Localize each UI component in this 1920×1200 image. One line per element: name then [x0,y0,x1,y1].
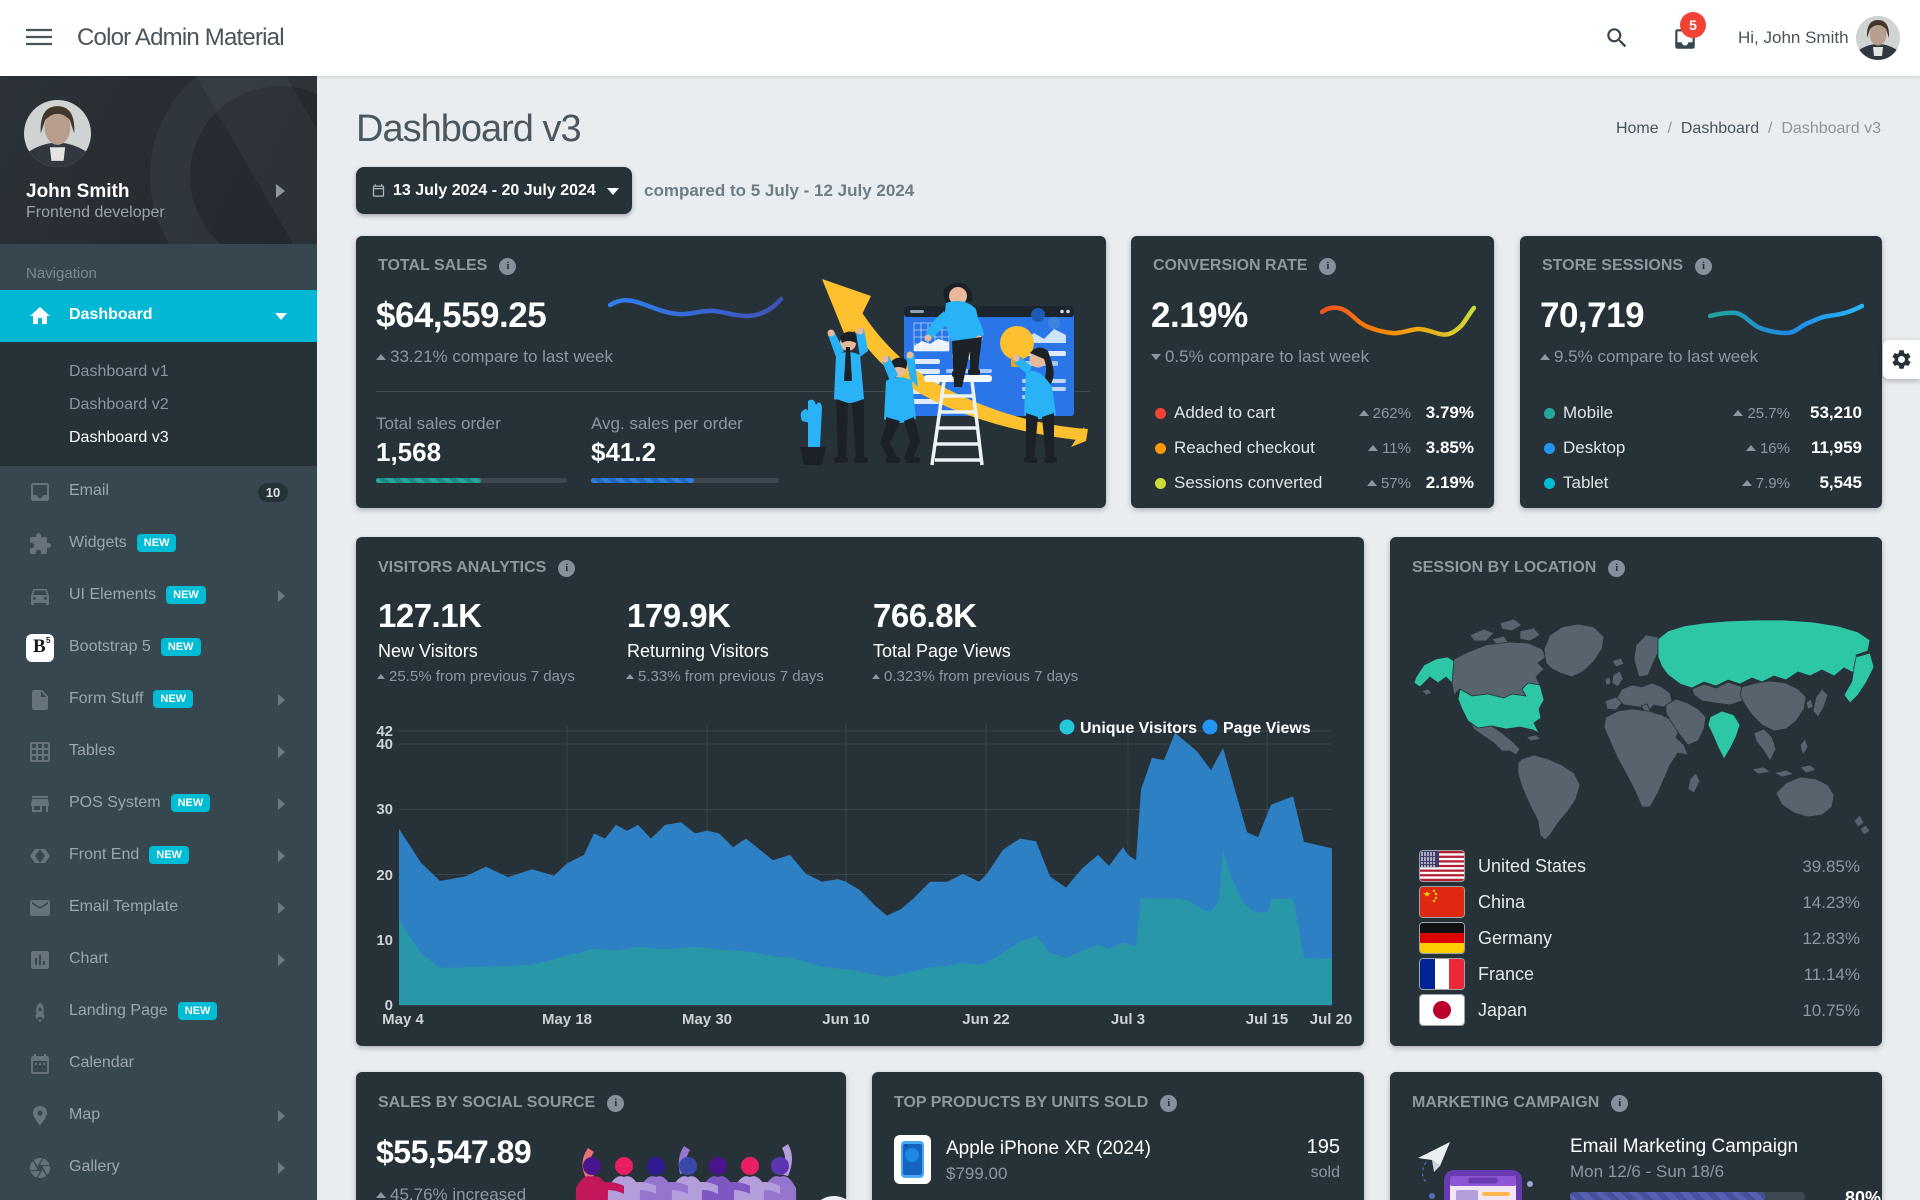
svg-text:30: 30 [376,801,393,818]
svg-text:Jul 20: Jul 20 [1310,1011,1353,1028]
svg-text:Jul 3: Jul 3 [1111,1011,1145,1028]
svg-text:0: 0 [385,997,393,1014]
svg-text:Page Views: Page Views [1223,720,1311,737]
svg-text:20: 20 [376,867,393,884]
svg-text:42: 42 [376,723,393,740]
svg-text:May 18: May 18 [542,1011,592,1028]
svg-text:Unique Visitors: Unique Visitors [1080,720,1197,737]
svg-text:40: 40 [376,736,393,753]
svg-text:Jun 10: Jun 10 [822,1011,870,1028]
svg-text:Jul 15: Jul 15 [1246,1011,1289,1028]
svg-text:10: 10 [376,932,393,949]
svg-text:Jun 22: Jun 22 [962,1011,1010,1028]
svg-text:May 30: May 30 [682,1011,732,1028]
svg-text:May 4: May 4 [382,1011,424,1028]
